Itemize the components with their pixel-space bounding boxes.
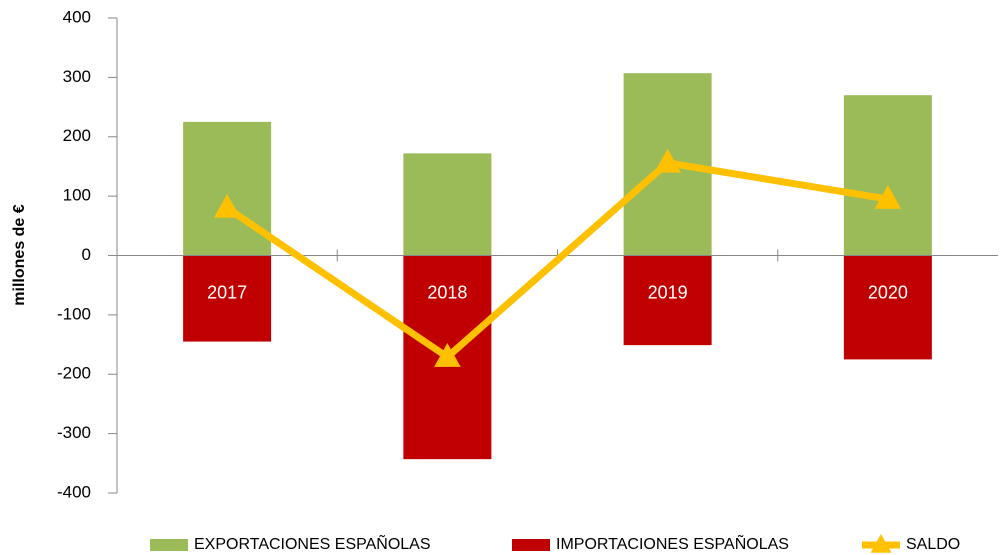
legend-swatch — [512, 539, 550, 551]
y-tick-label: 0 — [82, 245, 91, 264]
marker — [213, 194, 241, 218]
y-axis-label: millones de € — [11, 204, 28, 305]
marker — [654, 148, 681, 173]
bar — [623, 255, 712, 346]
marker — [874, 185, 902, 209]
marker — [434, 343, 461, 367]
y-tick-label: 100 — [63, 186, 91, 205]
legend-swatch — [870, 534, 892, 553]
bar — [843, 255, 932, 360]
bar — [843, 95, 932, 256]
y-tick-label: 400 — [63, 7, 91, 26]
line — [225, 159, 889, 361]
y-tick-label: -400 — [57, 482, 91, 501]
bar — [403, 153, 492, 256]
y-tick-label: -100 — [57, 304, 91, 323]
x-tick-label: 2020 — [868, 282, 908, 302]
legend-swatch — [150, 539, 188, 551]
y-tick-label: 300 — [63, 67, 91, 86]
y-tick-label: -200 — [57, 364, 91, 383]
legend-label: IMPORTACIONES ESPAÑOLAS — [556, 533, 789, 553]
y-tick-label: -300 — [57, 423, 91, 442]
y-tick-label: 200 — [63, 126, 91, 145]
x-tick-label: 2018 — [427, 282, 467, 302]
legend-label: SALDO — [906, 536, 960, 553]
legend-label: EXPORTACIONES ESPAÑOLAS — [194, 533, 431, 553]
x-tick-label: 2017 — [207, 282, 247, 302]
bar — [183, 121, 272, 256]
x-tick-label: 2019 — [648, 282, 688, 302]
bar — [183, 255, 272, 342]
